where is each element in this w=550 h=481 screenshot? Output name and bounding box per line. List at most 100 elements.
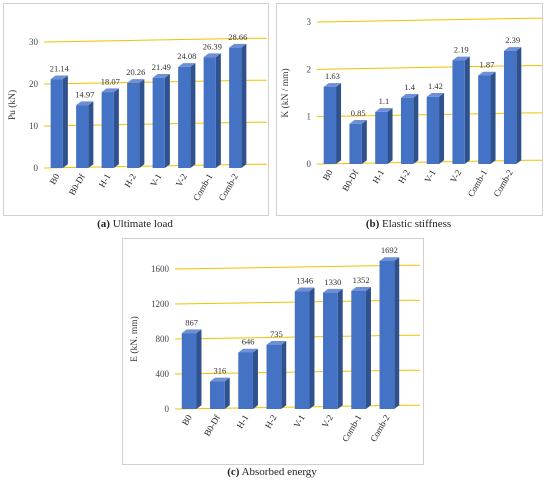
data-label: 1346	[296, 275, 313, 285]
bar-top	[503, 47, 522, 51]
category-label: B0	[180, 413, 194, 428]
bar-side	[387, 108, 393, 164]
category-label: B0	[48, 172, 62, 187]
y-tick-label: 1	[307, 112, 312, 122]
bar-top	[101, 88, 119, 93]
bar-top	[426, 93, 445, 97]
data-label: 1352	[353, 275, 370, 285]
gridline	[174, 264, 407, 270]
bar-front	[181, 333, 197, 409]
y-tick-label: 30	[29, 37, 39, 47]
category-label: V-1	[292, 413, 307, 429]
bar-v-2	[323, 288, 343, 409]
bar-h-1	[375, 108, 393, 164]
bar-v-2	[178, 63, 196, 168]
bar-h-2	[266, 340, 287, 409]
bar-top	[323, 288, 343, 293]
bar-comb-2	[379, 257, 400, 409]
y-axis-label: Pu (kN)	[7, 90, 18, 120]
bar-front	[478, 75, 491, 164]
caption-tag: (b)	[365, 218, 380, 230]
bar-front	[452, 60, 465, 165]
category-label: V-1	[422, 168, 437, 184]
bar-side	[241, 43, 247, 168]
bar-side	[490, 71, 496, 164]
bar-side	[62, 75, 68, 168]
bar-front	[238, 352, 253, 409]
gridline	[43, 121, 254, 127]
bar-b0	[323, 83, 342, 164]
bar-front	[152, 77, 165, 168]
bar-top	[349, 120, 367, 124]
bar-h-2	[127, 79, 145, 168]
bar-b0-df	[76, 101, 94, 168]
caption-text: Ultimate load	[112, 218, 173, 230]
bar-front	[351, 290, 366, 409]
bar-v-1	[426, 93, 445, 164]
caption-ultimate-load: (a) Ultimate load	[3, 218, 267, 230]
category-label: B0-Df	[340, 168, 360, 193]
data-label: 2.19	[454, 45, 469, 55]
bar-b0	[50, 75, 68, 168]
category-label: H-1	[370, 168, 386, 185]
caption-tag: (c)	[227, 466, 240, 478]
y-tick-label: 0	[34, 163, 39, 173]
gridline	[43, 163, 254, 169]
gridline	[316, 65, 529, 70]
data-label: 1.4	[404, 82, 415, 92]
bar-front	[375, 111, 388, 164]
caption-elastic-stiffness: (b) Elastic stiffness	[276, 218, 541, 230]
category-label: Comb-1	[466, 168, 489, 199]
bar-front	[210, 381, 225, 409]
data-label: 0.85	[351, 108, 366, 118]
caption-text: Elastic stiffness	[382, 218, 452, 230]
gridline	[316, 159, 529, 165]
caption-absorbed-energy: (c) Absorbed energy	[122, 466, 422, 478]
gridline	[43, 79, 254, 85]
caption-text: Absorbed energy	[241, 466, 317, 478]
bar-side	[365, 286, 371, 409]
bar-comb-1	[203, 53, 221, 168]
data-label: 316	[214, 366, 227, 376]
bar-v-1	[152, 73, 170, 168]
bar-front	[323, 86, 337, 164]
bar-side	[215, 53, 221, 168]
bar-top	[203, 53, 221, 58]
bar-comb-2	[229, 43, 247, 168]
bar-h-1	[238, 348, 258, 409]
data-label: 1330	[324, 277, 341, 287]
category-label: H-2	[396, 168, 412, 185]
data-label: 1.1	[379, 96, 390, 106]
bar-top	[127, 79, 145, 83]
bar-top	[178, 63, 196, 67]
bar-front	[379, 260, 395, 409]
y-axis-label: K (kN / mm)	[280, 68, 291, 117]
bar-top	[210, 377, 230, 382]
data-label: 1692	[381, 245, 398, 255]
bar-side	[394, 257, 400, 409]
bar-front	[266, 344, 282, 409]
category-label: H-1	[235, 413, 251, 430]
bar-front	[203, 57, 216, 168]
bar-top	[351, 286, 371, 291]
bar-b0-df	[349, 120, 367, 164]
bar-top	[76, 101, 94, 106]
bar-front	[101, 92, 114, 168]
bar-front	[323, 292, 338, 409]
gridline	[174, 404, 407, 410]
bar-front	[50, 79, 63, 168]
category-label: B0	[321, 168, 335, 183]
bar-side	[113, 88, 119, 168]
category-label: B0-Df	[202, 413, 222, 438]
category-label: H-2	[122, 172, 138, 189]
data-label: 20.26	[126, 67, 145, 77]
bar-top	[478, 71, 496, 76]
bar-top	[323, 83, 342, 87]
bar-side	[196, 329, 202, 409]
bar-top	[400, 93, 419, 98]
bar-front	[349, 123, 362, 164]
gridline	[174, 369, 407, 375]
bar-front	[294, 291, 310, 409]
bar-top	[50, 75, 68, 80]
bar-side	[361, 120, 367, 164]
